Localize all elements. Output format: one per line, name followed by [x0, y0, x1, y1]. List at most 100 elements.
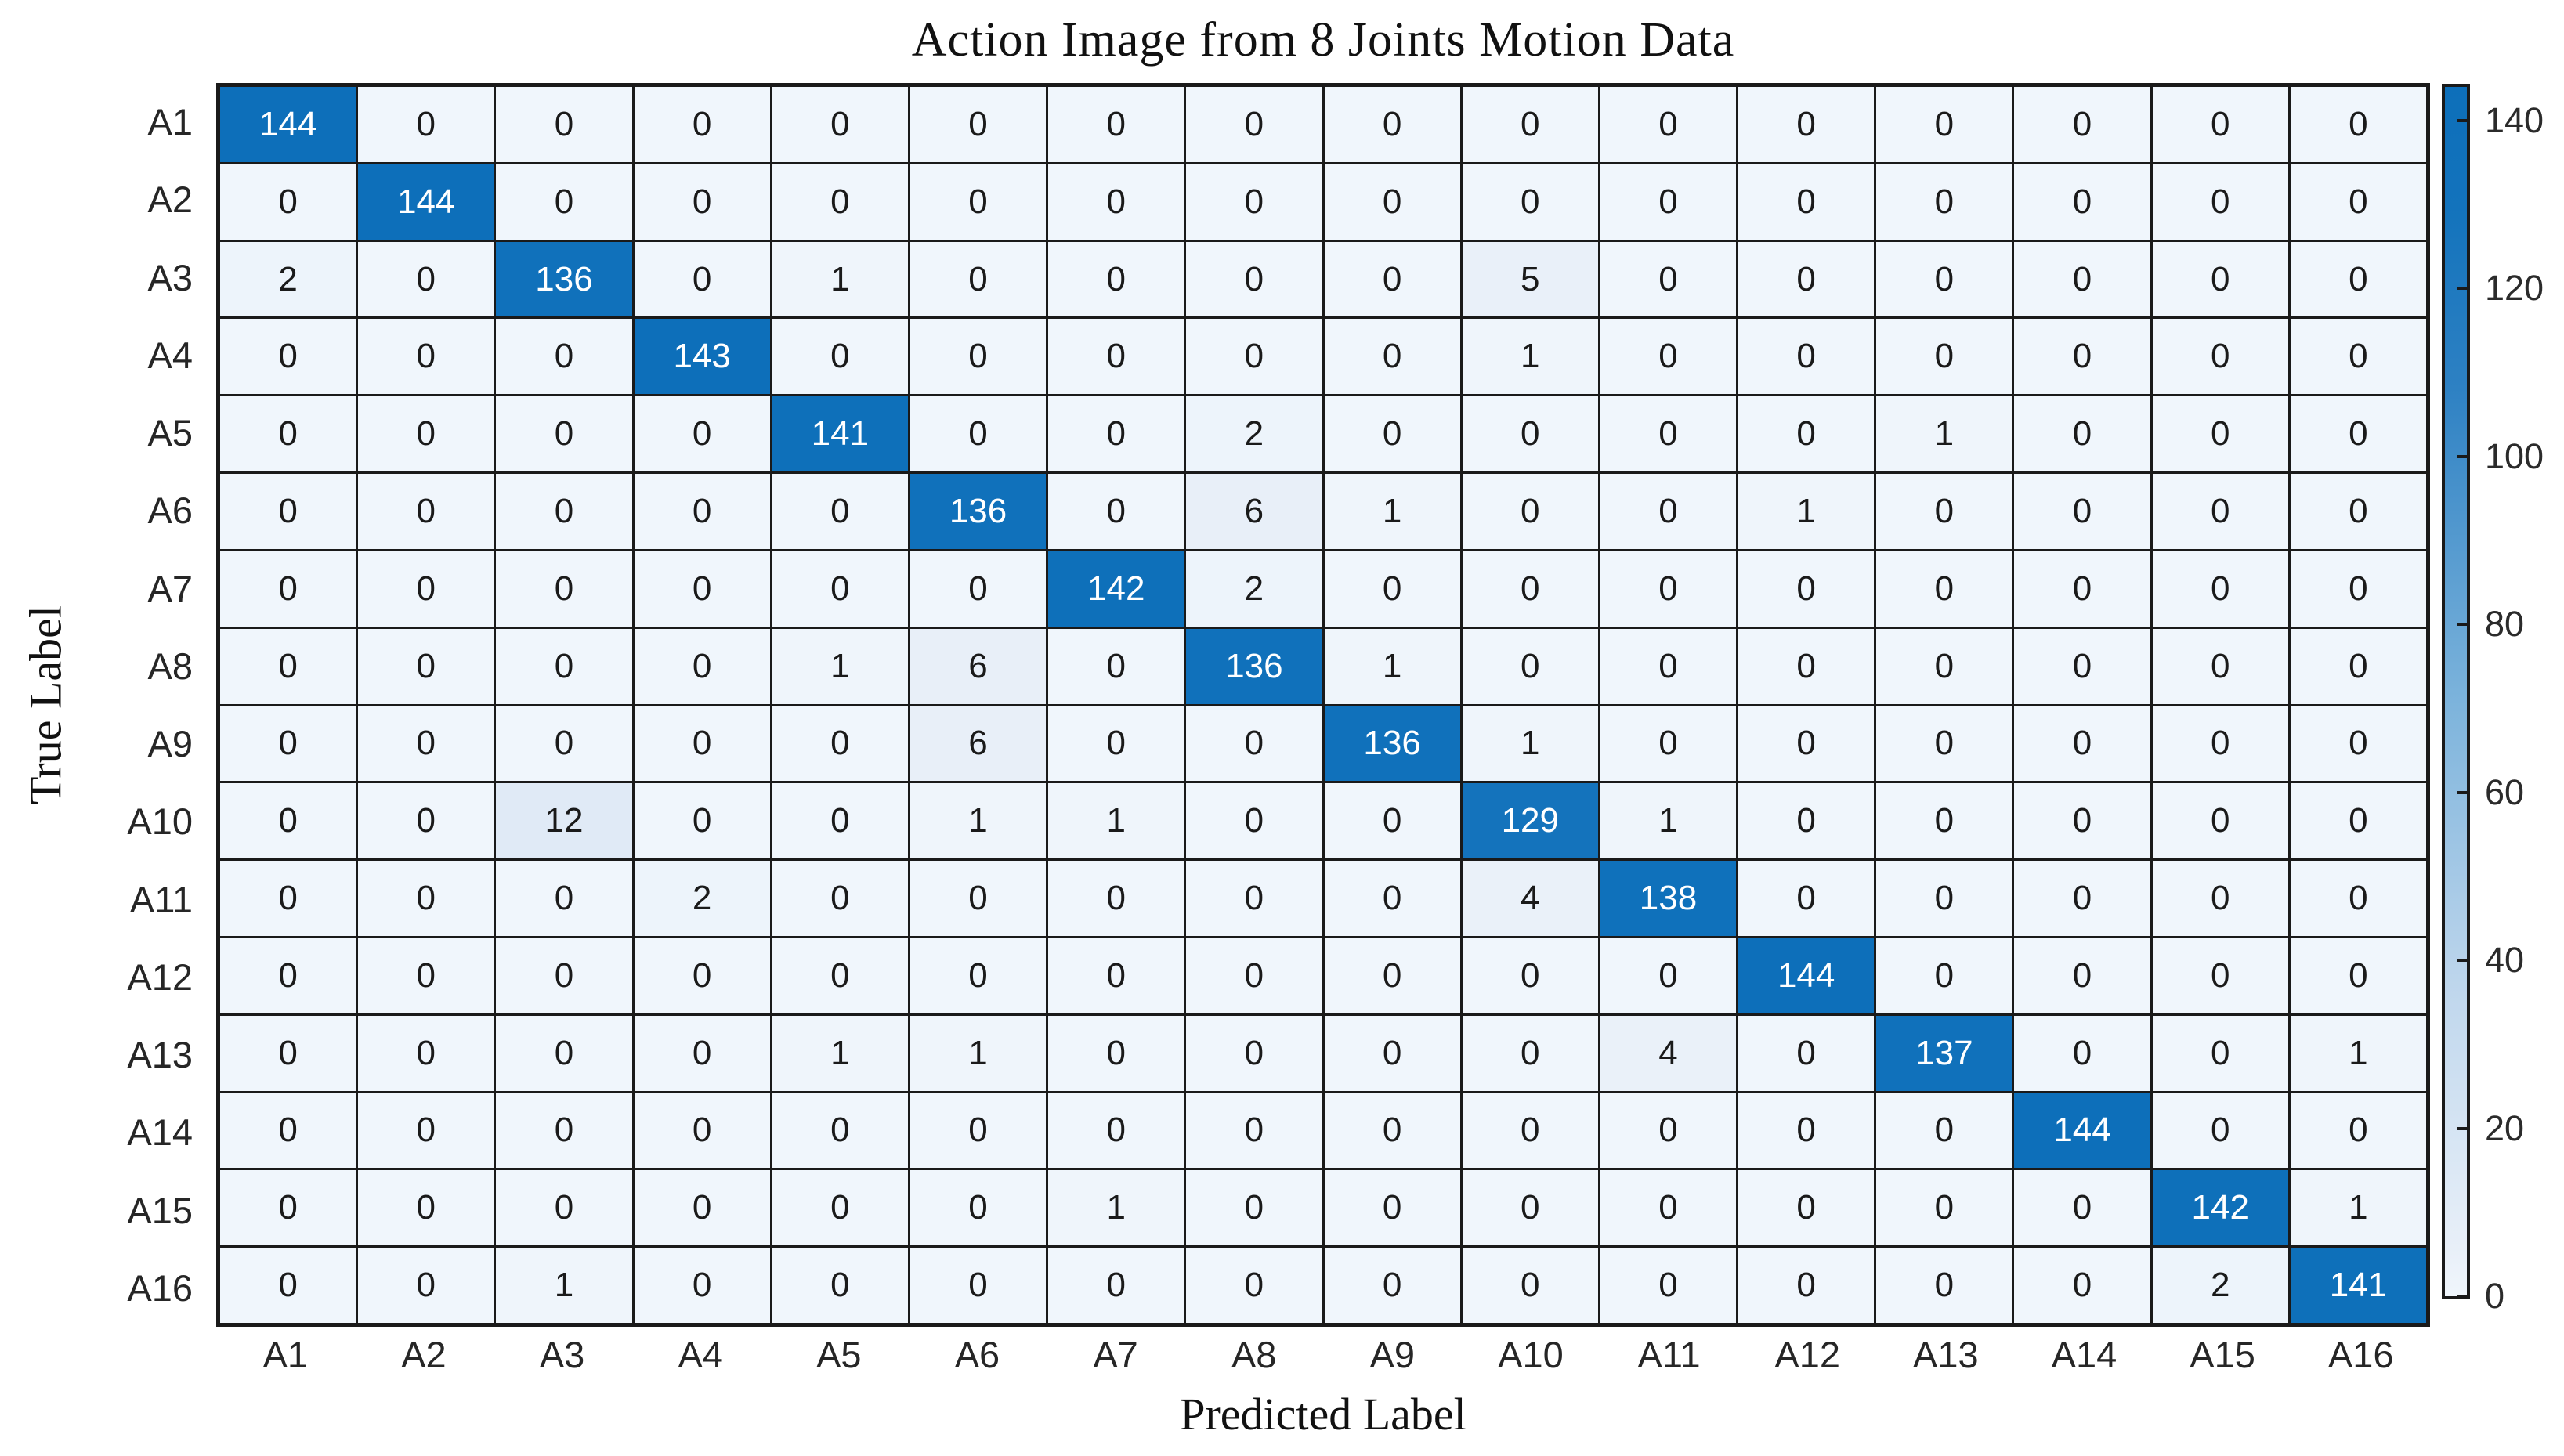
x-tick-label: A1 [262, 1334, 309, 1375]
matrix-cell: 0 [1186, 1170, 1322, 1246]
matrix-cell: 0 [1462, 1170, 1598, 1246]
matrix-cell: 0 [1048, 87, 1184, 162]
matrix-cell: 0 [1738, 241, 1875, 317]
y-tick-label: A5 [147, 412, 193, 454]
matrix-cell: 0 [1876, 1248, 2013, 1323]
matrix-cell: 0 [1186, 783, 1322, 859]
matrix-cell: 0 [772, 551, 908, 627]
matrix-cell: 0 [1324, 1015, 1460, 1091]
matrix-cell: 0 [1600, 164, 1737, 240]
colorbar-tick-label: 80 [2485, 604, 2525, 645]
matrix-cell: 0 [1600, 474, 1737, 549]
x-tick-label: A5 [816, 1334, 862, 1375]
matrix-cell: 0 [358, 1093, 494, 1169]
matrix-cell: 0 [2290, 474, 2426, 549]
matrix-cell: 0 [1876, 628, 2013, 704]
matrix-cell: 0 [1600, 1248, 1737, 1323]
matrix-cell: 0 [772, 861, 908, 936]
matrix-cell: 12 [496, 783, 632, 859]
matrix-cell: 0 [634, 551, 770, 627]
x-tick-label: A10 [1498, 1334, 1564, 1375]
matrix-cell: 0 [1462, 628, 1598, 704]
matrix-cell: 0 [496, 861, 632, 936]
x-tick-label: A16 [2327, 1334, 2394, 1375]
matrix-cell: 0 [1324, 1093, 1460, 1169]
matrix-cell: 0 [772, 164, 908, 240]
matrix-cell: 0 [1600, 87, 1737, 162]
matrix-cell: 0 [2014, 628, 2150, 704]
matrix-cell: 0 [2290, 706, 2426, 782]
matrix-cell: 0 [1738, 1248, 1875, 1323]
matrix-cell: 144 [220, 87, 356, 162]
matrix-cell: 0 [1876, 474, 2013, 549]
matrix-cell: 0 [1738, 396, 1875, 472]
matrix-cell: 2 [634, 861, 770, 936]
matrix-cell: 0 [1876, 87, 2013, 162]
matrix-cell: 0 [1462, 551, 1598, 627]
matrix-cell: 0 [1186, 241, 1322, 317]
matrix-cell: 0 [1324, 396, 1460, 472]
matrix-cell: 0 [1600, 1093, 1737, 1169]
matrix-cell: 0 [2152, 1093, 2288, 1169]
matrix-cell: 0 [1048, 241, 1184, 317]
matrix-cell: 1 [1462, 319, 1598, 395]
matrix-cell: 0 [910, 861, 1047, 936]
matrix-cell: 0 [2290, 1093, 2426, 1169]
colorbar-tick-mark [2457, 623, 2467, 627]
matrix-cell: 0 [1876, 706, 2013, 782]
matrix-cell: 0 [220, 861, 356, 936]
matrix-cell: 0 [220, 396, 356, 472]
matrix-cell: 0 [358, 241, 494, 317]
matrix-cell: 0 [2290, 628, 2426, 704]
colorbar-tick-label: 140 [2485, 99, 2544, 140]
matrix-cell: 0 [1738, 319, 1875, 395]
y-tick-label: A1 [147, 101, 193, 143]
matrix-cell: 0 [1738, 628, 1875, 704]
matrix-cell: 1 [772, 241, 908, 317]
matrix-cell: 0 [634, 628, 770, 704]
matrix-cell: 2 [1186, 551, 1322, 627]
matrix-cell: 0 [1324, 1170, 1460, 1246]
y-tick-label: A3 [147, 256, 193, 298]
matrix-cell: 0 [2014, 551, 2150, 627]
matrix-cell: 0 [358, 551, 494, 627]
matrix-cell: 137 [1876, 1015, 2013, 1091]
matrix-cell: 0 [2152, 396, 2288, 472]
matrix-cell: 0 [772, 706, 908, 782]
colorbar [2442, 84, 2470, 1299]
matrix-cell: 0 [358, 861, 494, 936]
matrix-cell: 0 [2152, 706, 2288, 782]
matrix-cell: 0 [496, 628, 632, 704]
matrix-cell: 0 [772, 1170, 908, 1246]
matrix-cell: 136 [1186, 628, 1322, 704]
x-tick-label: A9 [1369, 1334, 1416, 1375]
y-tick-label: A13 [127, 1034, 193, 1076]
heatmap-grid: 144 0 0 0 0 0 0 0 0 0 0 0 0 0 0 0 0 144 0 0 0 0 0 0 0 0 0 0 0 0 0 0 2 0 13… [216, 83, 2430, 1327]
matrix-cell: 1 [1048, 1170, 1184, 1246]
matrix-cell: 0 [1738, 1093, 1875, 1169]
matrix-cell: 0 [220, 628, 356, 704]
matrix-cell: 0 [2014, 938, 2150, 1013]
matrix-cell: 0 [1186, 87, 1322, 162]
x-tick-label: A8 [1231, 1334, 1277, 1375]
matrix-cell: 0 [496, 551, 632, 627]
matrix-cell: 0 [358, 319, 494, 395]
matrix-cell: 0 [496, 1093, 632, 1169]
matrix-cell: 0 [220, 474, 356, 549]
colorbar-tick-label: 100 [2485, 435, 2544, 476]
matrix-cell: 0 [772, 319, 908, 395]
matrix-cell: 1 [496, 1248, 632, 1323]
matrix-cell: 0 [2152, 861, 2288, 936]
matrix-cell: 0 [1738, 551, 1875, 627]
matrix-cell: 0 [1600, 241, 1737, 317]
y-tick-label: A8 [147, 645, 193, 687]
colorbar-tick-label: 120 [2485, 268, 2544, 309]
matrix-cell: 142 [1048, 551, 1184, 627]
matrix-cell: 0 [1462, 87, 1598, 162]
matrix-cell: 1 [772, 628, 908, 704]
matrix-cell: 0 [220, 551, 356, 627]
matrix-cell: 0 [1324, 551, 1460, 627]
matrix-cell: 0 [2290, 164, 2426, 240]
matrix-cell: 0 [2290, 241, 2426, 317]
